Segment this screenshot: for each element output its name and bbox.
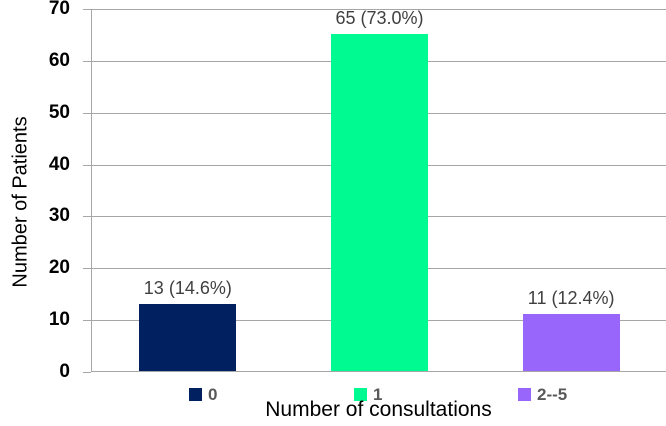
- y-tick-label: 30: [48, 205, 70, 227]
- y-tick-label: 20: [48, 257, 70, 279]
- y-tick-mark: [83, 112, 91, 114]
- y-tick-mark: [83, 216, 91, 218]
- bar-value-label: 11 (12.4%): [527, 287, 615, 308]
- y-tick-label: 60: [48, 49, 70, 71]
- y-tick-mark: [83, 60, 91, 62]
- bars-layer: 13 (14.6%) 65 (73.0%) 11 (12.4%): [92, 7, 666, 371]
- y-tick-mark: [83, 320, 91, 322]
- plot-area: 13 (14.6%) 65 (73.0%) 11 (12.4%): [91, 7, 666, 372]
- bar-value-label: 65 (73.0%): [335, 7, 424, 28]
- y-tick-label: 50: [48, 101, 70, 123]
- y-tick-mark: [83, 372, 91, 373]
- bar-2--5: [522, 313, 620, 371]
- bar-1: [331, 33, 428, 371]
- bar-value-label: 13 (14.6%): [143, 277, 232, 298]
- y-tick-mark: [83, 164, 91, 166]
- y-tick-mark: [83, 268, 91, 270]
- bar-0: [139, 303, 237, 371]
- y-tick-label: 70: [48, 0, 70, 19]
- gridline: [92, 9, 666, 10]
- y-tick-mark: [83, 9, 91, 10]
- y-tick-label: 40: [48, 153, 70, 175]
- y-tick-label: 0: [59, 361, 70, 382]
- y-tick-label: 10: [48, 309, 70, 331]
- x-axis-title: Number of consultations: [265, 398, 492, 421]
